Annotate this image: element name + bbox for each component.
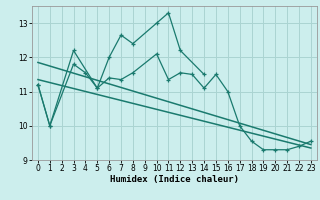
X-axis label: Humidex (Indice chaleur): Humidex (Indice chaleur) <box>110 175 239 184</box>
